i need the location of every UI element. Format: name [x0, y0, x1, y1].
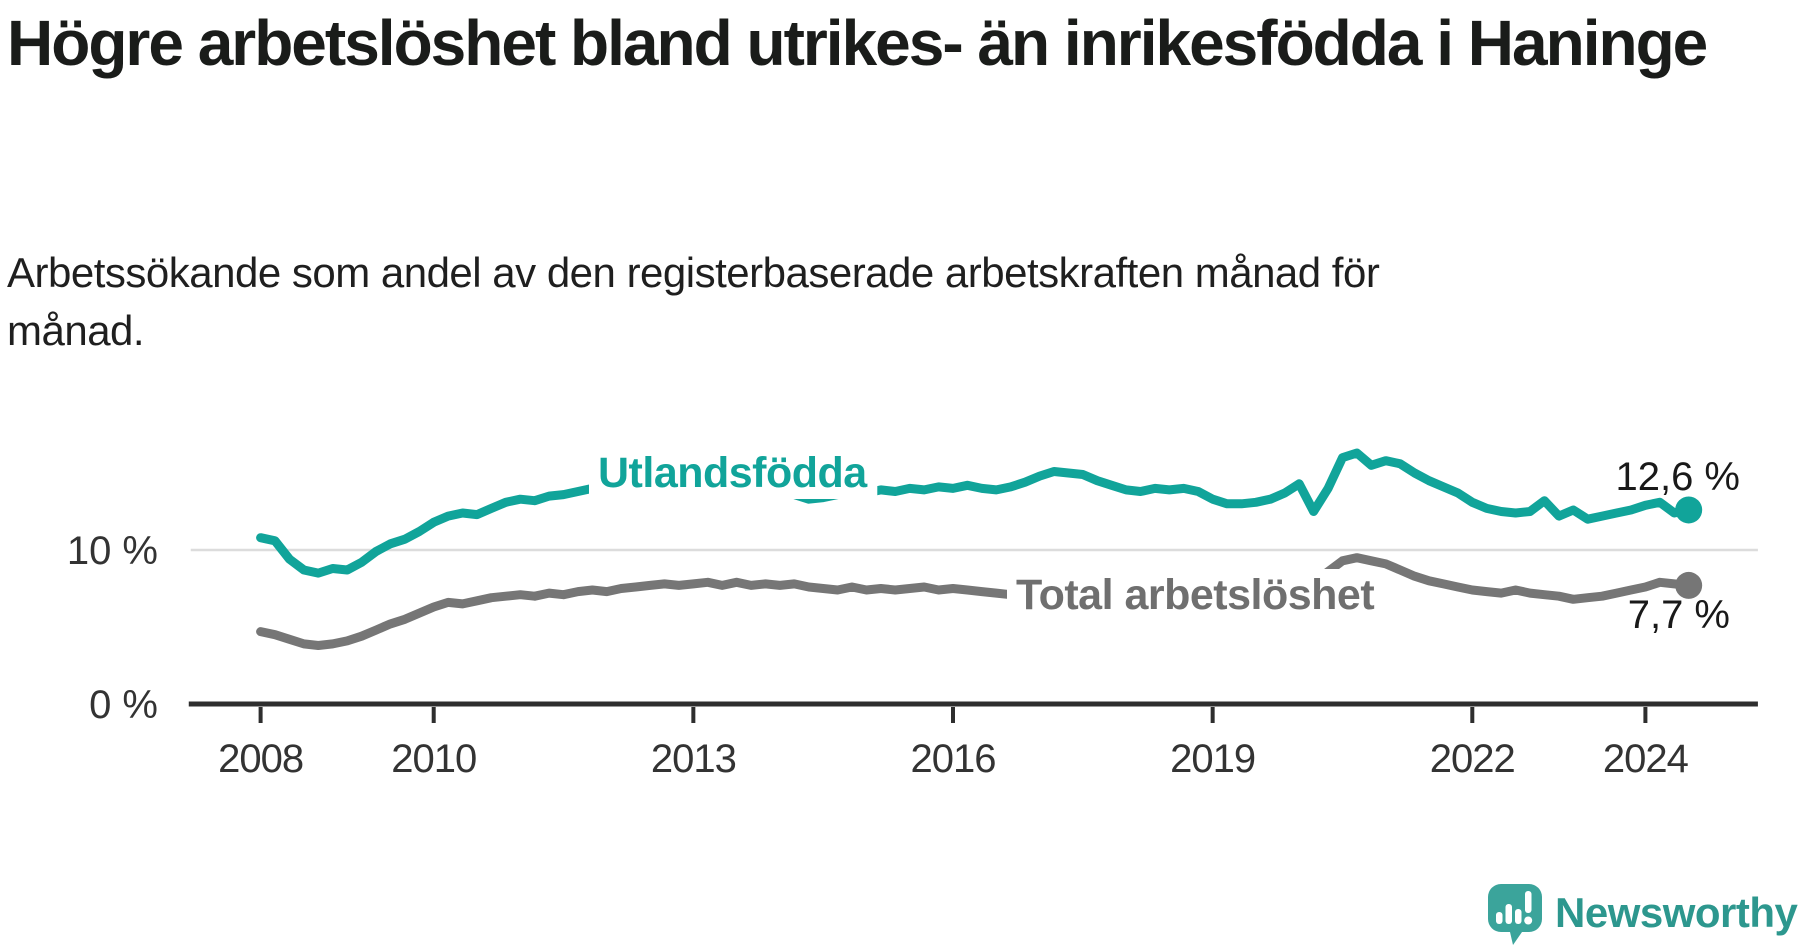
- x-tick-label-2013: 2013: [651, 737, 736, 781]
- series-end-value-labels: 12,6 % 7,7 %: [1615, 455, 1740, 637]
- series-inline-label-0: Utlandsfödda: [598, 449, 868, 497]
- series-inline-label-bg-1: [1007, 569, 1384, 621]
- chart-subtitle-line2: månad.: [7, 306, 145, 354]
- series-inline-label-1: Total arbetslöshet: [1016, 571, 1374, 619]
- x-tick-label-2016: 2016: [911, 737, 996, 781]
- series-end-dots: [1675, 496, 1703, 599]
- chart-title: Högre arbetslöshet bland utrikes- än inr…: [7, 7, 1708, 79]
- y-tick-label-0: 0 %: [89, 683, 158, 727]
- x-tick-label-2010: 2010: [391, 737, 476, 781]
- brand-logo: Newsworthy: [1488, 884, 1798, 946]
- x-tick-label-2024: 2024: [1603, 737, 1689, 781]
- series-end-value-label-0: 12,6 %: [1615, 455, 1740, 499]
- x-tick-label-2019: 2019: [1170, 737, 1255, 781]
- series-inline-labels: Utlandsfödda Total arbetslöshet: [589, 447, 1384, 621]
- series-end-dot-1: [1675, 571, 1703, 599]
- chart-subtitle-line1: Arbetssökande som andel av den registerb…: [7, 249, 1380, 296]
- newsworthy-icon: [1488, 884, 1542, 945]
- series-end-value-label-1: 7,7 %: [1628, 593, 1730, 637]
- brand-name: Newsworthy: [1555, 889, 1798, 936]
- y-axis-labels: 10 % 0 %: [67, 529, 158, 727]
- x-axis: 2008 2010 2013 2016 2019 2022 2024: [188, 701, 1758, 781]
- series-line-1: [256, 553, 1694, 650]
- series-lines: [256, 448, 1694, 650]
- series-inline-label-bg-0: [589, 447, 878, 499]
- series-line-0: [256, 448, 1694, 578]
- chart-subtitle: Arbetssökande som andel av den registerb…: [7, 244, 1707, 360]
- x-tick-label-2008: 2008: [218, 737, 303, 781]
- series-end-dot-0: [1675, 496, 1703, 524]
- x-tick-label-2022: 2022: [1430, 737, 1515, 781]
- y-tick-label-10: 10 %: [67, 529, 158, 573]
